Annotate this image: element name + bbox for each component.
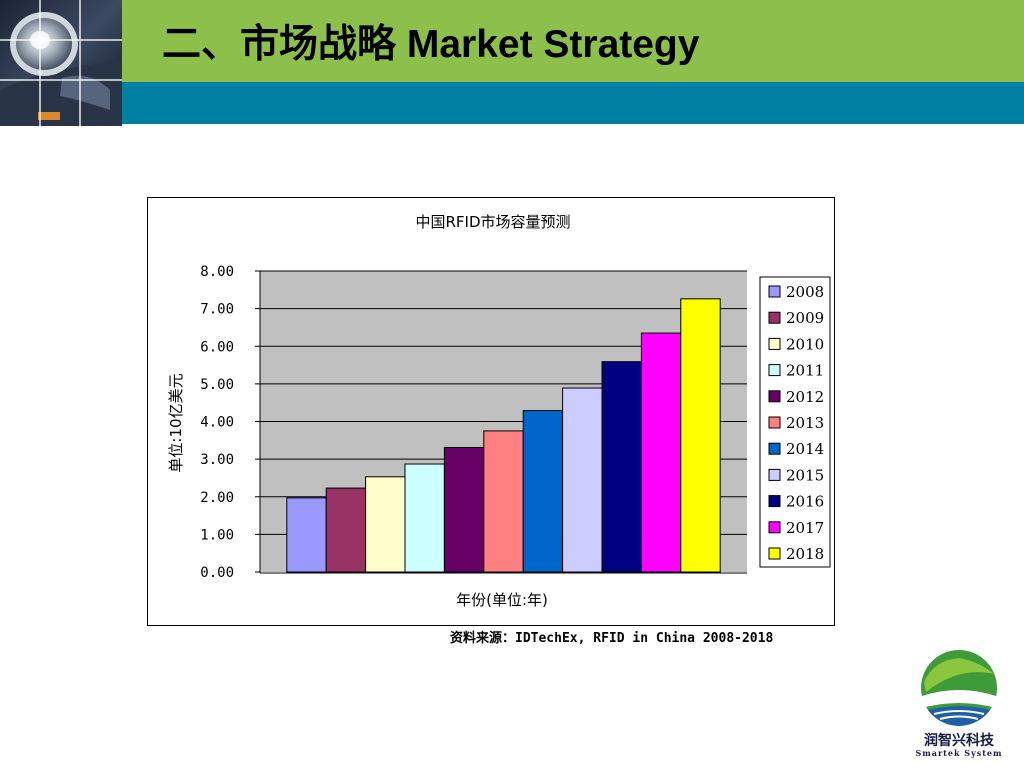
source-note: 资料来源：IDTechEx, RFID in China 2008-2018 <box>450 631 774 646</box>
y-tick-label: 7.00 <box>200 302 234 318</box>
bar-2012 <box>443 446 485 573</box>
legend-swatch-2010 <box>768 337 781 350</box>
legend-label-2008: 2008 <box>786 283 824 301</box>
y-tick-label: 2.00 <box>200 490 234 506</box>
legend-swatch-2011 <box>768 364 781 377</box>
slide-header: 二、市场战略 Market Strategy <box>0 0 1024 126</box>
bar-chart: 中国RFID市场容量预测 0.00 1.00 2.00 3.00 4.00 5.00 6.0… <box>167 213 831 609</box>
legend-swatch-2017 <box>768 521 781 534</box>
legend-swatch-2013 <box>768 416 781 429</box>
legend-swatch-2014 <box>768 442 781 455</box>
y-axis-ticks: 0.00 1.00 2.00 3.00 4.00 5.00 6.00 7.00 8.00 <box>200 264 260 581</box>
header-green-band <box>122 0 1024 82</box>
legend-swatch-2012 <box>768 390 781 403</box>
bar-2018 <box>680 298 721 573</box>
y-tick-label: 0.00 <box>200 565 234 581</box>
bar-2009 <box>325 487 367 573</box>
chart-frame: 中国RFID市场容量预测 0.00 1.00 2.00 3.00 4.00 5.00 6.0… <box>147 197 835 626</box>
legend-label-2017: 2017 <box>786 519 824 537</box>
x-axis-label: 年份(单位:年) <box>456 591 548 609</box>
headlight-photo <box>0 0 122 126</box>
y-tick-label: 4.00 <box>200 415 234 431</box>
legend-swatch-2016 <box>768 495 781 508</box>
legend-label-2018: 2018 <box>786 545 824 563</box>
y-axis-label: 单位:10亿美元 <box>167 373 185 472</box>
logo-name-cn: 润智兴科技 <box>924 733 994 749</box>
bar-2011 <box>404 463 445 573</box>
y-tick-label: 8.00 <box>200 264 234 280</box>
legend-swatch-2009 <box>768 311 781 324</box>
chart-title: 中国RFID市场容量预测 <box>415 213 570 231</box>
company-logo: 润智兴科技 Smartek System <box>914 648 1004 760</box>
legend-label-2012: 2012 <box>786 388 824 406</box>
bar-2013 <box>483 430 524 573</box>
bar-2016 <box>601 361 642 573</box>
logo-emblem-icon <box>921 650 997 726</box>
legend-label-2009: 2009 <box>786 309 824 327</box>
bar-2014 <box>522 410 564 573</box>
bars <box>286 298 721 573</box>
legend-swatch-2018 <box>768 547 781 560</box>
legend-swatch-2015 <box>768 468 781 481</box>
legend-label-2011: 2011 <box>786 362 824 380</box>
bar-2015 <box>562 387 603 573</box>
slide-title: 二、市场战略 Market Strategy <box>162 23 700 66</box>
legend-label-2013: 2013 <box>786 414 824 432</box>
y-tick-label: 5.00 <box>200 377 234 393</box>
logo-name-en: Smartek System <box>915 748 1003 758</box>
y-tick-label: 1.00 <box>200 527 234 543</box>
legend-swatch-2008 <box>768 285 781 298</box>
bar-2010 <box>365 476 406 573</box>
legend-label-2014: 2014 <box>786 440 824 458</box>
bar-2017 <box>640 332 682 573</box>
y-tick-label: 3.00 <box>200 452 234 468</box>
chart-legend: 2008 2009 2010 2011 2012 2013 2014 2015 2016 2017… <box>759 276 831 568</box>
legend-label-2010: 2010 <box>786 335 824 353</box>
y-tick-label: 6.00 <box>200 339 234 355</box>
legend-label-2016: 2016 <box>786 493 824 511</box>
header-blue-band <box>122 82 1024 124</box>
bar-2008 <box>286 497 327 573</box>
legend-label-2015: 2015 <box>786 466 824 484</box>
